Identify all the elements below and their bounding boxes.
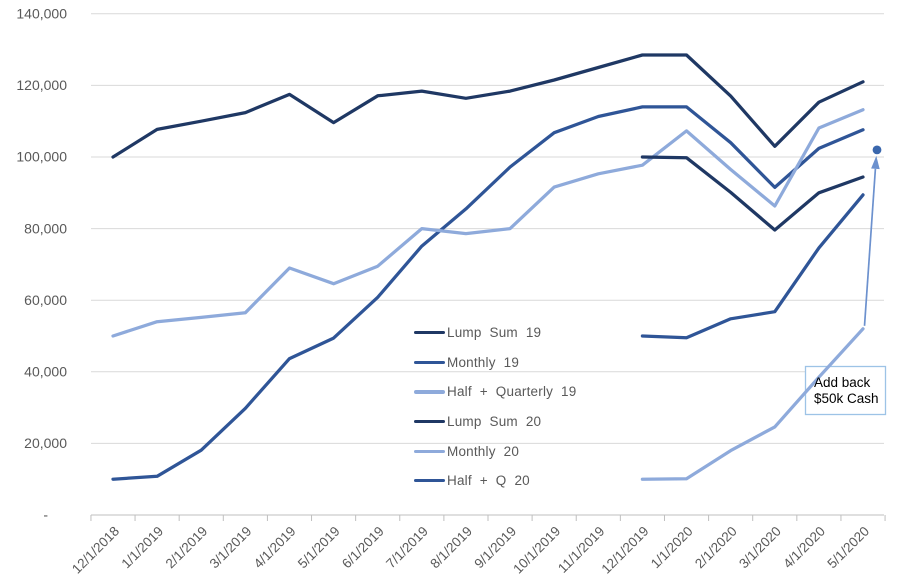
- y-tick-label: 20,000: [24, 435, 67, 451]
- x-tick-label: 12/1/2018: [69, 524, 122, 577]
- x-tick-label: 2/1/2020: [692, 524, 740, 572]
- legend-item-monthly-19: Monthly 19: [414, 348, 576, 378]
- y-tick-label: 40,000: [24, 364, 67, 380]
- legend-item-lump-sum-19: Lump Sum 19: [414, 318, 576, 348]
- series-line-lump-sum-19: [111, 53, 865, 159]
- annotation-line-1: Add back: [814, 375, 871, 390]
- y-axis-labels: - 20,000 40,000 60,000 80,000 100,000 120,000 1…: [16, 6, 67, 523]
- x-tick-label: 6/1/2019: [339, 524, 387, 572]
- legend-item-monthly-20: Monthly 20: [414, 436, 576, 466]
- x-axis: [90, 514, 886, 521]
- y-tick-label: -: [43, 507, 48, 523]
- annotation-dot: [872, 145, 882, 155]
- legend-label: Half + Q 20: [447, 473, 530, 489]
- annotation-box: Add back $50k Cash: [805, 366, 885, 414]
- legend-label: Monthly 19: [447, 354, 520, 370]
- y-tick-label: 140,000: [16, 6, 67, 22]
- x-tick-label: 5/1/2020: [824, 524, 872, 572]
- x-tick-label: 1/1/2019: [118, 524, 166, 572]
- series-line-monthly-19: [111, 105, 865, 481]
- x-tick-label: 10/1/2019: [510, 524, 563, 577]
- x-tick-label: 3/1/2019: [207, 524, 255, 572]
- legend-line-monthly-20: [414, 449, 445, 453]
- legend-label: Monthly 20: [447, 443, 520, 459]
- legend-item-half-quarterly-19: Half + Quarterly 19: [414, 377, 576, 407]
- x-tick-label: 5/1/2019: [295, 524, 343, 572]
- gridlines: [91, 13, 884, 444]
- legend-line-half-quarterly-19: [414, 390, 445, 394]
- legend-label: Lump Sum 20: [447, 414, 542, 430]
- series-line-monthly-20: [640, 327, 865, 481]
- y-tick-label: 120,000: [16, 77, 67, 93]
- x-tick-label: 2/1/2019: [163, 524, 211, 572]
- legend-line-monthly-19: [414, 360, 445, 364]
- y-tick-label: 60,000: [24, 292, 67, 308]
- legend-item-lump-sum-20: Lump Sum 20: [414, 407, 576, 437]
- x-tick-label: 4/1/2019: [251, 524, 299, 572]
- annotation-box-frame: [804, 365, 887, 416]
- x-tick-label: 8/1/2019: [427, 524, 475, 572]
- x-tick-label: 12/1/2019: [598, 524, 651, 577]
- legend-line-half-q-20: [414, 479, 445, 483]
- x-tick-label: 4/1/2020: [780, 524, 828, 572]
- legend-line-lump-sum-20: [414, 419, 445, 424]
- x-tick-label: 3/1/2020: [736, 524, 784, 572]
- legend-label: Lump Sum 19: [447, 325, 542, 341]
- y-tick-label: 80,000: [24, 220, 67, 236]
- series-line-half-quarterly-19: [111, 108, 865, 338]
- annotation-line-2: $50k Cash: [814, 391, 879, 406]
- annotation-arrow: [863, 155, 880, 326]
- x-tick-label: 7/1/2019: [383, 524, 431, 572]
- y-tick-label: 100,000: [16, 149, 67, 165]
- legend-line-lump-sum-19: [414, 331, 445, 335]
- series-line-lump-sum-20: [640, 155, 865, 232]
- x-axis-labels: 12/1/20181/1/20192/1/20193/1/20194/1/201…: [69, 524, 872, 577]
- legend-label: Half + Quarterly 19: [447, 384, 577, 400]
- series-line-half-q-20: [640, 193, 865, 340]
- legend-item-half-q-20: Half + Q 20: [414, 466, 576, 496]
- chart-legend: Lump Sum 19 Monthly 19 Half + Quarterly 19…: [414, 318, 576, 496]
- x-tick-label: 1/1/2020: [648, 524, 696, 572]
